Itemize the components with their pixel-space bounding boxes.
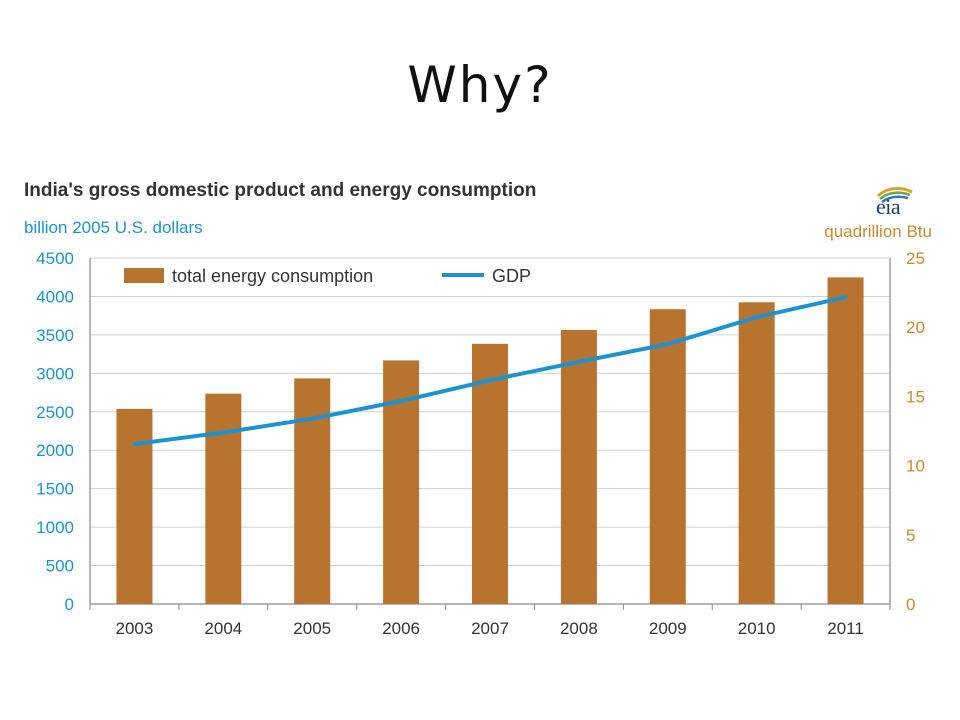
left-axis-tick-label: 4500 bbox=[36, 249, 74, 268]
right-axis-tick-label: 25 bbox=[906, 249, 925, 268]
x-axis-tick-label: 2007 bbox=[471, 619, 509, 638]
right-axis-unit: quadrillion Btu bbox=[824, 222, 932, 241]
energy-bar bbox=[116, 408, 153, 604]
left-axis-unit: billion 2005 U.S. dollars bbox=[24, 218, 203, 237]
x-axis-tick-label: 2003 bbox=[116, 619, 154, 638]
left-axis-tick-label: 2500 bbox=[36, 403, 74, 422]
left-axis-tick-label: 3000 bbox=[36, 364, 74, 383]
energy-bar bbox=[827, 277, 864, 604]
x-axis-tick-label: 2009 bbox=[649, 619, 687, 638]
left-axis-tick-label: 500 bbox=[46, 557, 74, 576]
left-axis-tick-label: 2000 bbox=[36, 441, 74, 460]
right-axis-tick-label: 20 bbox=[906, 318, 925, 337]
left-axis-tick-label: 0 bbox=[65, 595, 74, 614]
x-axis-tick-label: 2011 bbox=[827, 619, 864, 638]
legend-label-energy: total energy consumption bbox=[172, 266, 373, 286]
energy-bar bbox=[294, 378, 331, 604]
eia-logo: eia bbox=[868, 186, 920, 220]
energy-bar bbox=[205, 393, 242, 604]
chart-title: India's gross domestic product and energ… bbox=[24, 180, 537, 201]
left-axis-tick-label: 4000 bbox=[36, 287, 74, 306]
x-axis-tick-label: 2004 bbox=[204, 619, 242, 638]
energy-bar bbox=[649, 309, 686, 604]
left-axis-tick-label: 1000 bbox=[36, 518, 74, 537]
slide-title: Why? bbox=[407, 56, 553, 114]
energy-bar bbox=[560, 329, 597, 604]
left-axis-tick-label: 3500 bbox=[36, 326, 74, 345]
x-axis-tick-label: 2005 bbox=[293, 619, 331, 638]
energy-bar bbox=[472, 343, 508, 604]
chart-plot: 0 500 1000 1500 2000 2500 3000 3500 4000 4500 0 5 10… bbox=[36, 249, 925, 638]
energy-bar bbox=[738, 302, 775, 604]
left-axis-tick-label: 1500 bbox=[36, 480, 74, 499]
eia-logo-swoosh-icon bbox=[876, 187, 913, 204]
chart-frame: 0 500 1000 1500 2000 2500 3000 3500 4000 4500 0 5 10… bbox=[12, 180, 948, 656]
eia-logo-text: eia bbox=[876, 194, 901, 219]
legend-swatch-energy bbox=[124, 268, 164, 283]
right-axis-tick-label: 15 bbox=[906, 387, 925, 406]
right-axis-tick-label: 10 bbox=[906, 457, 925, 476]
right-axis-tick-label: 5 bbox=[906, 526, 915, 545]
x-axis-tick-label: 2006 bbox=[382, 619, 420, 638]
right-axis-tick-label: 0 bbox=[906, 595, 915, 614]
legend-label-gdp: GDP bbox=[492, 266, 531, 286]
gdp-line bbox=[132, 295, 848, 447]
x-axis-tick-label: 2008 bbox=[560, 619, 598, 638]
x-axis-tick-label: 2010 bbox=[738, 619, 776, 638]
